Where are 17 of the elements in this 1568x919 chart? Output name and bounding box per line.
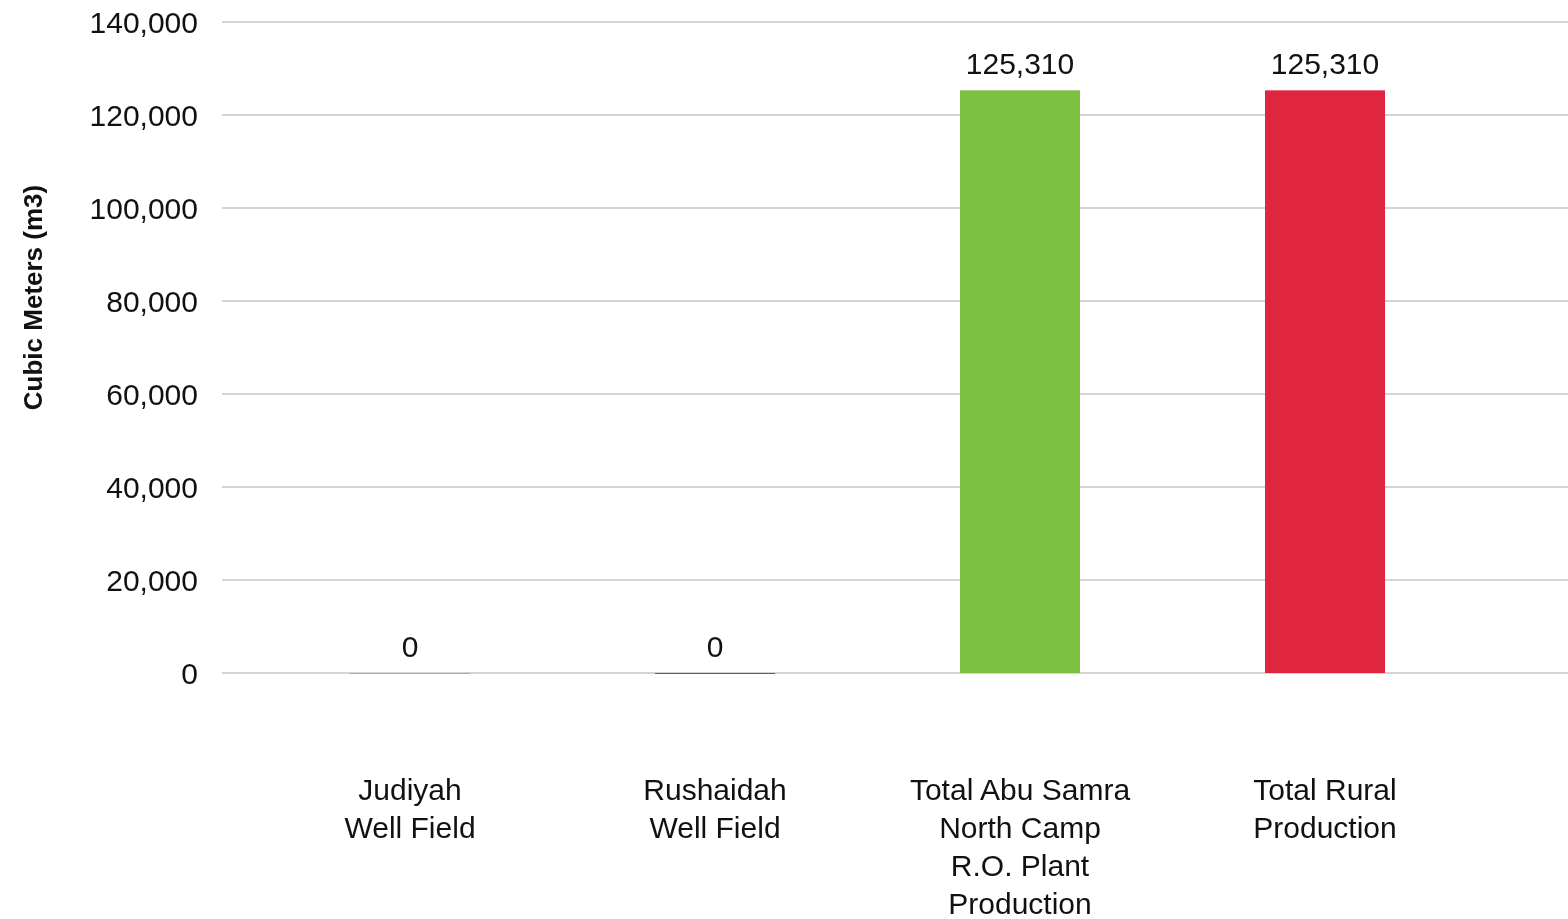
x-tick-label: Total Abu Samra North Camp R.O. Plant Production [909,773,1131,919]
data-label: 125,310 [1270,47,1380,81]
y-tick-label: 80,000 [106,284,198,318]
y-tick-label: 100,000 [89,191,198,225]
y-tick-label: 60,000 [106,377,198,411]
y-tick-label: 20,000 [106,563,198,597]
y-axis-title: Cubic Meters (m3) [18,184,48,411]
x-tick-label: Rushaidah Well Field [643,773,787,844]
data-label: 125,310 [965,47,1075,81]
y-tick-label: 0 [181,656,198,690]
data-label: 0 [401,630,419,663]
x-tick-label: Judiyah Well Field [344,773,476,844]
data-label: 0 [706,630,724,663]
y-tick-label: 120,000 [89,98,198,132]
y-tick-label: 40,000 [106,470,198,504]
y-tick-label: 140,000 [89,5,198,39]
x-tick-label: Total Rural Production [1253,773,1397,844]
